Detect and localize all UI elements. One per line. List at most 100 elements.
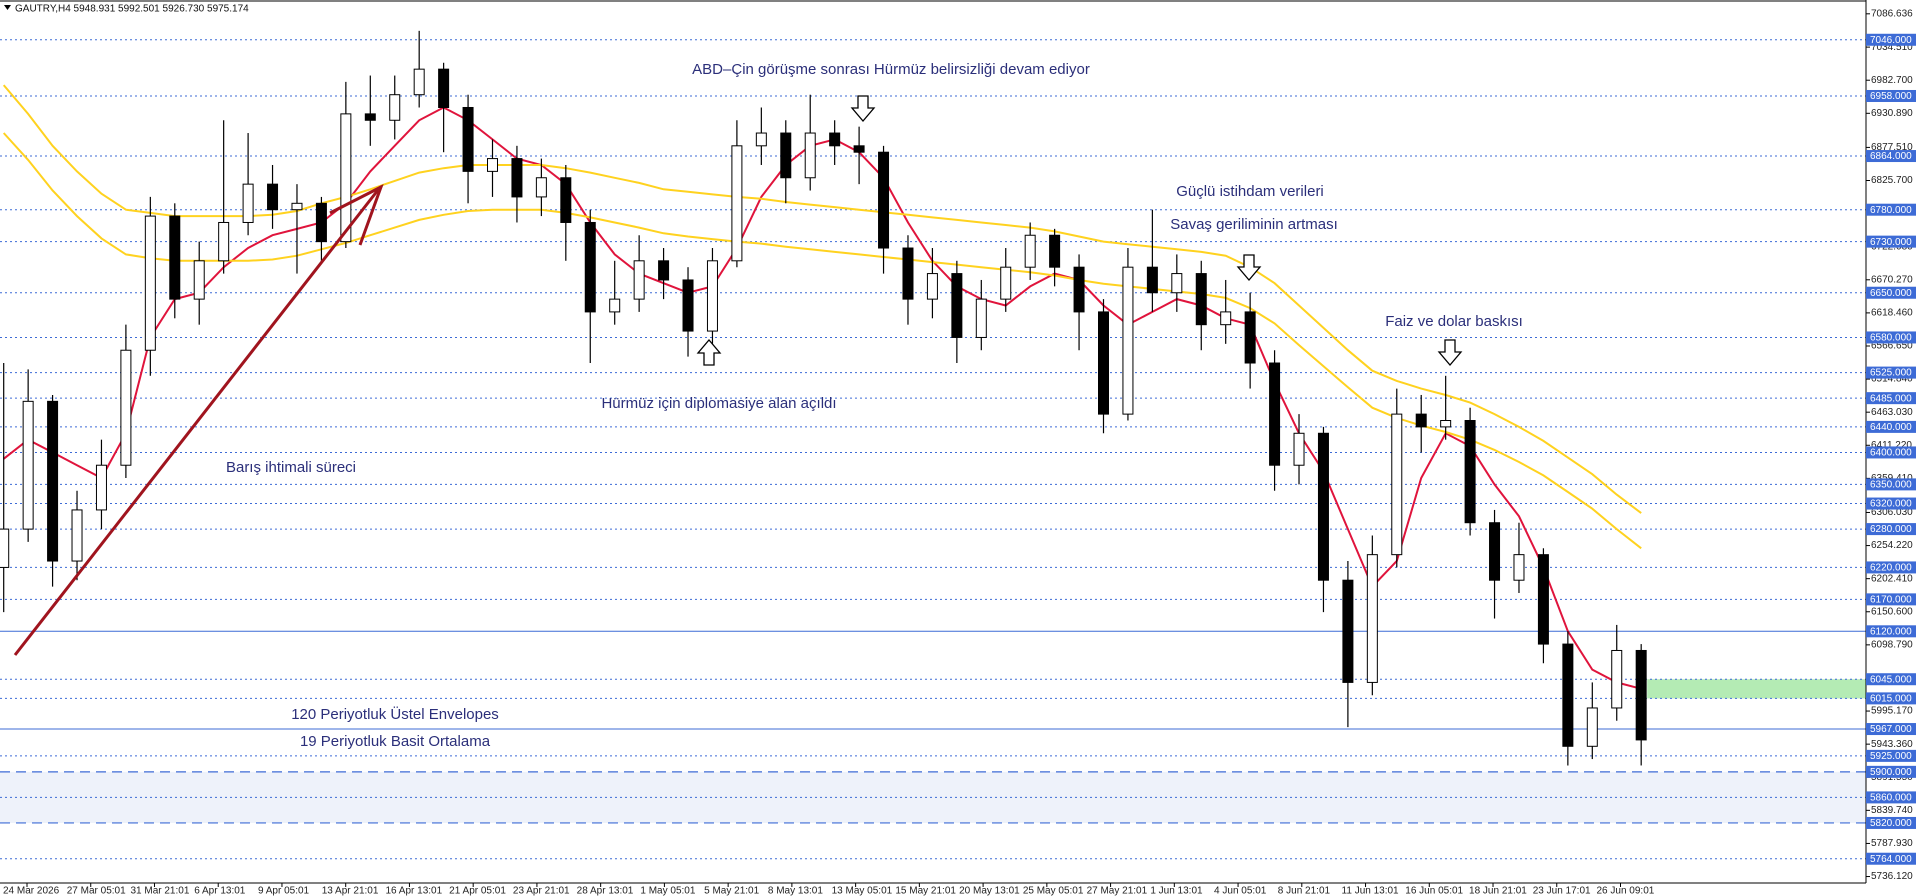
x-tick-label: 15 May 21:01 — [895, 886, 956, 896]
level-label-box — [1866, 392, 1916, 405]
candle-body — [584, 221, 596, 313]
candle-body — [780, 132, 792, 179]
y-tick-label: 6098.790 — [1871, 639, 1913, 650]
level-label: 6730.000 — [1870, 237, 1912, 248]
y-tick-label: 6670.270 — [1871, 274, 1913, 285]
level-label-box — [1866, 331, 1916, 344]
candle-body — [1146, 266, 1158, 294]
x-tick-label: 20 May 13:01 — [959, 886, 1020, 896]
candle-body — [218, 221, 230, 262]
candle-body — [22, 400, 34, 530]
y-tick-label: 5736.120 — [1871, 871, 1913, 882]
candle-body — [267, 183, 279, 211]
level-label: 6320.000 — [1870, 499, 1912, 510]
level-label-box — [1866, 497, 1916, 510]
candle-layer — [0, 30, 1647, 766]
candle-body — [878, 151, 890, 249]
x-tick-label: 21 Apr 05:01 — [449, 886, 506, 896]
menu-triangle — [4, 5, 11, 10]
candle-body — [1440, 420, 1452, 428]
x-tick-label: 11 Jun 13:01 — [1342, 886, 1400, 896]
candle-body — [1195, 273, 1207, 326]
level-label: 6015.000 — [1870, 694, 1912, 705]
y-tick-label: 6514.840 — [1871, 374, 1913, 385]
x-tick-label: 13 Apr 21:01 — [322, 886, 379, 896]
candle-body — [1073, 266, 1085, 313]
level-label-box — [1866, 286, 1916, 299]
trend-arrow — [13, 189, 380, 656]
y-tick-label: 6254.220 — [1871, 540, 1913, 551]
candle-body — [438, 68, 450, 108]
trend-arrow-head — [329, 183, 384, 246]
level-label: 6045.000 — [1870, 674, 1912, 685]
level-label-box — [1866, 816, 1916, 829]
level-label: 6350.000 — [1870, 480, 1912, 491]
candle-body — [658, 260, 670, 281]
candle-body — [120, 349, 132, 466]
candle-body — [1024, 234, 1036, 268]
level-label: 7046.000 — [1870, 35, 1912, 46]
candle-body — [1342, 579, 1354, 683]
level-label-box — [1866, 723, 1916, 736]
annotation: Savaş geriliminin artması — [1170, 216, 1338, 233]
level-label: 6440.000 — [1870, 422, 1912, 433]
y-tick-label: 6411.220 — [1871, 440, 1912, 451]
candle-body — [1611, 649, 1623, 709]
candle-body — [1415, 413, 1427, 428]
level-label-box — [1866, 203, 1916, 216]
candle-body — [193, 260, 205, 300]
x-tick-label: 26 Jun 09:01 — [1597, 886, 1655, 896]
candle-body — [1513, 554, 1525, 581]
level-label-box — [1866, 235, 1916, 248]
level-label-box — [1866, 561, 1916, 574]
candle-body — [487, 158, 498, 172]
y-tick-label: 6877.510 — [1871, 142, 1913, 153]
candle-body — [633, 260, 645, 300]
indicator-line — [2, 132, 1642, 550]
y-tick-label: 5839.740 — [1871, 805, 1913, 816]
indicator-line — [2, 84, 1642, 514]
candle-body — [1171, 273, 1183, 294]
candle-body — [951, 273, 963, 338]
level-label: 6780.000 — [1870, 205, 1912, 216]
candle-body — [340, 113, 352, 243]
candle-body — [609, 298, 621, 313]
candle-body — [1049, 234, 1061, 268]
candle-body — [1635, 649, 1647, 741]
y-tick-label: 6618.460 — [1871, 308, 1913, 319]
level-label: 6120.000 — [1870, 626, 1912, 637]
candle-body — [560, 177, 572, 223]
candle-body — [1366, 554, 1378, 683]
y-tick-label: 5995.170 — [1871, 706, 1913, 717]
annotation: Barış ihtimali süreci — [226, 459, 356, 476]
annotation: Faiz ve dolar baskısı — [1385, 313, 1523, 330]
target-zone — [1647, 679, 1866, 699]
level-label-box — [1866, 765, 1916, 778]
level-label-box — [1866, 33, 1916, 46]
x-tick-label: 8 May 13:01 — [768, 886, 823, 896]
y-tick-label: 6202.410 — [1871, 573, 1913, 584]
y-tick-label: 6150.600 — [1871, 606, 1913, 617]
candle-body — [926, 273, 938, 300]
level-label-box — [1866, 692, 1916, 705]
x-tick-label: 16 Apr 13:01 — [385, 886, 442, 896]
candle-body — [1489, 522, 1501, 581]
candle-body — [1317, 432, 1329, 581]
level-label-box — [1866, 625, 1916, 638]
level-label-box — [1866, 523, 1916, 536]
level-label: 6958.000 — [1870, 91, 1912, 102]
down-arrow — [850, 95, 876, 123]
level-label: 6220.000 — [1870, 563, 1912, 574]
candle-body — [1244, 311, 1256, 364]
y-tick-label: 6306.030 — [1871, 507, 1913, 518]
annotation: Hürmüz için diplomasiye alan açıldı — [601, 395, 836, 412]
candle-body — [1293, 432, 1305, 466]
x-tick-label: 18 Jun 21:01 — [1469, 886, 1527, 896]
y-tick-label: 5787.930 — [1871, 838, 1913, 849]
candle-body — [1537, 554, 1549, 645]
x-tick-label: 23 Jun 17:01 — [1533, 886, 1591, 896]
y-tick-label: 6566.650 — [1871, 341, 1913, 352]
down-arrow — [1236, 254, 1262, 282]
